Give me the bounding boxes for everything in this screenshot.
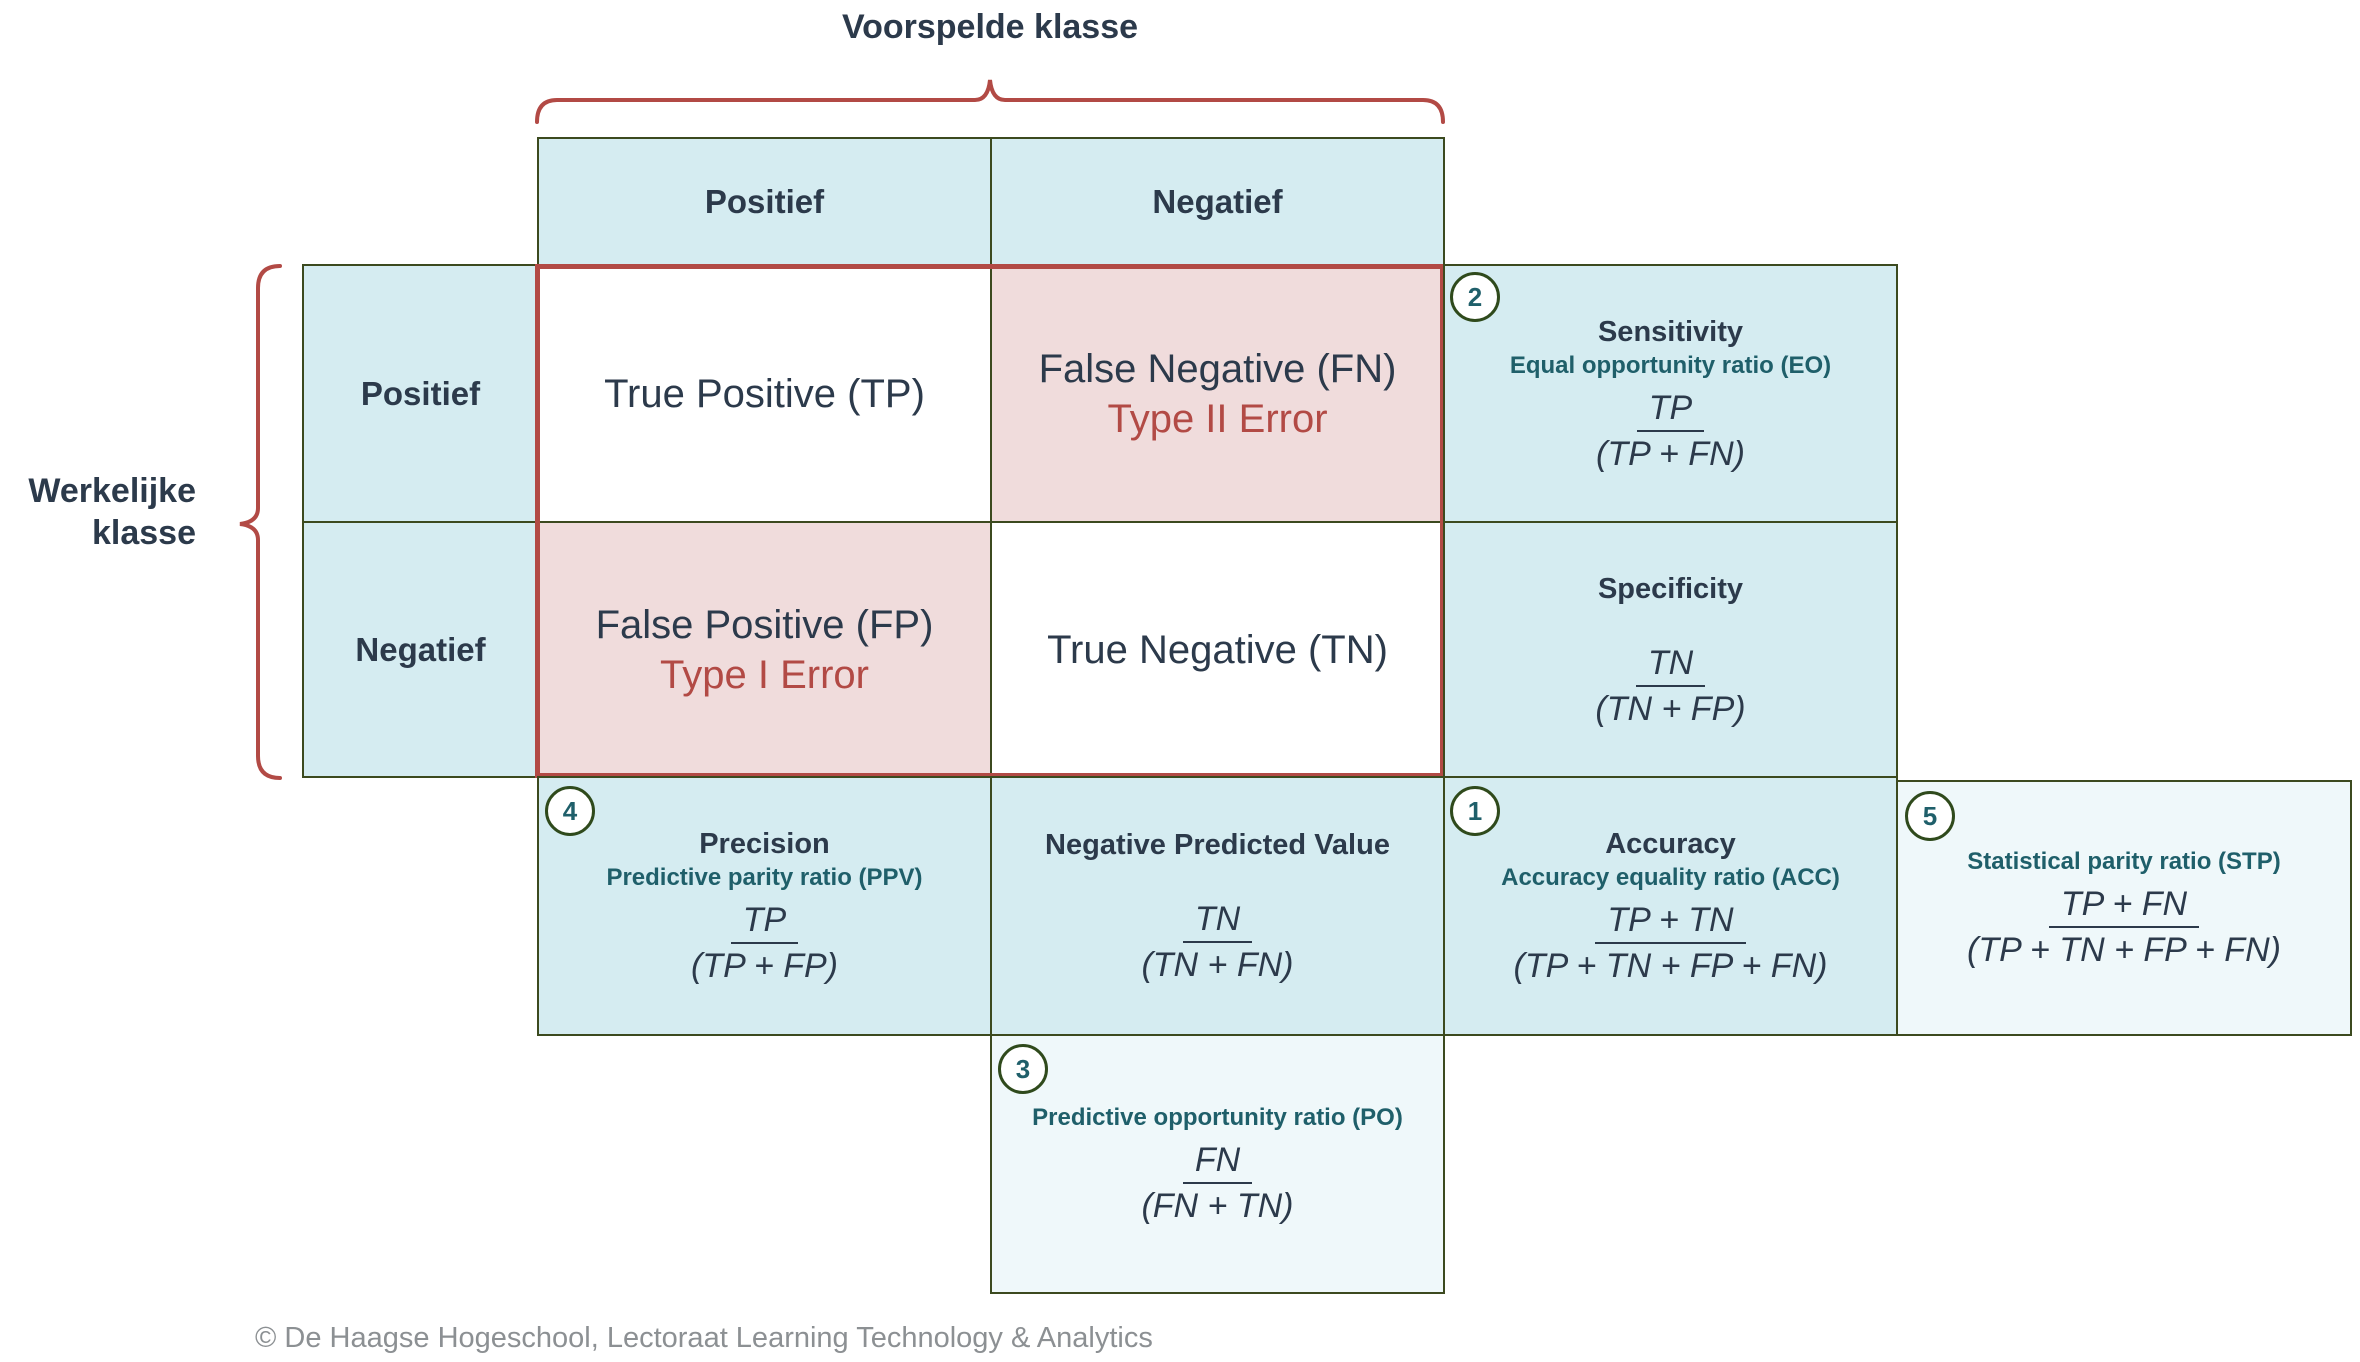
copyright-footer: © De Haagse Hogeschool, Lectoraat Learni… bbox=[255, 1322, 1153, 1354]
predicted-class-title: Voorspelde klasse bbox=[841, 8, 1139, 46]
accuracy-formula: TP + TN (TP + TN + FP + FN) bbox=[1506, 900, 1836, 986]
precision-numerator: TP bbox=[730, 900, 799, 944]
accuracy-title: Accuracy bbox=[1605, 828, 1736, 860]
sensitivity-title: Sensitivity bbox=[1597, 315, 1744, 348]
false-negative-label: False Negative (FN) bbox=[1038, 346, 1397, 391]
statistical-parity-subtitle: Statistical parity ratio (STP) bbox=[1967, 848, 2281, 875]
accuracy-denominator: (TP + TN + FP + FN) bbox=[1513, 947, 1828, 985]
statistical-parity-formula: TP + FN (TP + TN + FP + FN) bbox=[1959, 884, 2289, 970]
true-negative-label: True Negative (TN) bbox=[1047, 627, 1388, 672]
cell-sensitivity: Sensitivity Equal opportunity ratio (EO)… bbox=[1443, 264, 1898, 523]
precision-title: Precision bbox=[699, 828, 830, 860]
precision-subtitle: Predictive parity ratio (PPV) bbox=[606, 864, 923, 891]
actual-class-title-line2: klasse bbox=[92, 514, 196, 552]
sensitivity-subtitle: Equal opportunity ratio (EO) bbox=[1509, 351, 1832, 379]
precision-formula: TP (TP + FP) bbox=[683, 900, 846, 986]
header-predicted-positive: Positief bbox=[537, 137, 992, 266]
specificity-denominator: (TN + FP) bbox=[1595, 689, 1746, 728]
cell-true-negative: True Negative (TN) bbox=[990, 521, 1445, 778]
cell-statistical-parity: Statistical parity ratio (STP) TP + FN (… bbox=[1896, 780, 2352, 1036]
statistical-parity-denominator: (TP + TN + FP + FN) bbox=[1967, 931, 2281, 969]
specificity-title: Specificity bbox=[1597, 572, 1744, 605]
true-positive-label: True Positive (TP) bbox=[604, 371, 925, 416]
cell-negative-predicted-value: Negative Predicted Value TN (TN + FN) bbox=[990, 776, 1445, 1036]
false-positive-label: False Positive (FP) bbox=[595, 602, 934, 647]
sensitivity-numerator: TP bbox=[1636, 388, 1705, 432]
statistical-parity-numerator: TP + FN bbox=[2048, 884, 2200, 928]
actual-class-title-line1: Werkelijke bbox=[28, 472, 196, 510]
header-actual-negative: Negatief bbox=[302, 521, 539, 778]
header-predicted-positive-label: Positief bbox=[704, 182, 825, 220]
actual-class-brace bbox=[239, 264, 282, 780]
badge-3: 3 bbox=[998, 1044, 1048, 1094]
specificity-formula: TN (TN + FP) bbox=[1587, 643, 1753, 729]
badge-5: 5 bbox=[1905, 791, 1955, 841]
header-predicted-negative: Negatief bbox=[990, 137, 1445, 266]
predicted-class-brace bbox=[535, 79, 1445, 124]
predictive-opportunity-subtitle: Predictive opportunity ratio (PO) bbox=[1032, 1104, 1403, 1131]
cell-predictive-opportunity: Predictive opportunity ratio (PO) FN (FN… bbox=[990, 1034, 1445, 1294]
sensitivity-formula: TP (TP + FN) bbox=[1588, 388, 1753, 474]
badge-4: 4 bbox=[545, 786, 595, 836]
predictive-opportunity-numerator: FN bbox=[1182, 1140, 1253, 1184]
predictive-opportunity-denominator: (FN + TN) bbox=[1141, 1187, 1294, 1225]
cell-true-positive: True Positive (TP) bbox=[537, 264, 992, 523]
sensitivity-denominator: (TP + FN) bbox=[1596, 434, 1745, 473]
header-actual-positive: Positief bbox=[302, 264, 539, 523]
actual-class-title: Werkelijke klasse bbox=[6, 470, 196, 554]
npv-denominator: (TN + FN) bbox=[1141, 946, 1294, 984]
header-predicted-negative-label: Negatief bbox=[1152, 182, 1283, 220]
cell-false-negative: False Negative (FN) Type II Error bbox=[990, 264, 1445, 523]
cell-accuracy: Accuracy Accuracy equality ratio (ACC) T… bbox=[1443, 776, 1898, 1036]
cell-specificity: Specificity TN (TN + FP) bbox=[1443, 521, 1898, 778]
npv-formula: TN (TN + FN) bbox=[1133, 899, 1301, 985]
precision-denominator: (TP + FP) bbox=[690, 947, 839, 985]
predictive-opportunity-formula: FN (FN + TN) bbox=[1133, 1140, 1301, 1226]
cell-false-positive: False Positive (FP) Type I Error bbox=[537, 521, 992, 778]
npv-title: Negative Predicted Value bbox=[1045, 829, 1390, 861]
specificity-numerator: TN bbox=[1635, 643, 1706, 687]
header-actual-negative-label: Negatief bbox=[355, 630, 486, 668]
badge-2: 2 bbox=[1450, 272, 1500, 322]
type-i-error-label: Type I Error bbox=[660, 652, 869, 697]
accuracy-subtitle: Accuracy equality ratio (ACC) bbox=[1501, 864, 1840, 891]
npv-numerator: TN bbox=[1182, 899, 1253, 943]
type-ii-error-label: Type II Error bbox=[1107, 396, 1328, 441]
header-actual-positive-label: Positief bbox=[360, 374, 481, 412]
cell-precision: Precision Predictive parity ratio (PPV) … bbox=[537, 776, 992, 1036]
badge-1: 1 bbox=[1450, 786, 1500, 836]
accuracy-numerator: TP + TN bbox=[1595, 900, 1746, 944]
